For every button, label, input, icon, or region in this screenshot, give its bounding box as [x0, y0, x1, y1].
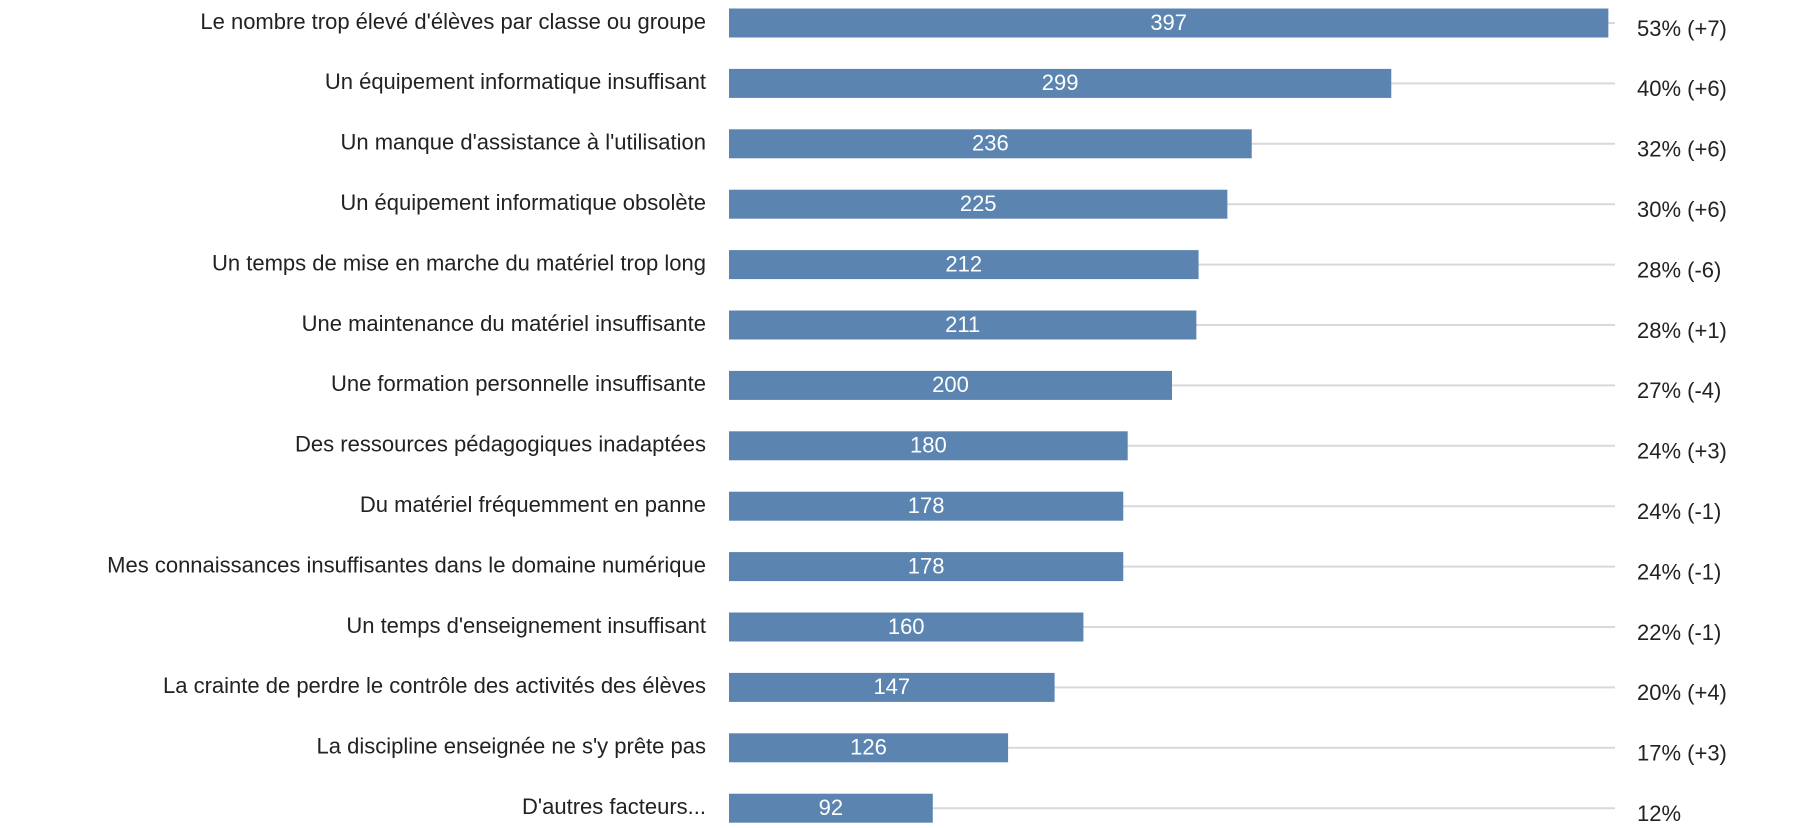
- annotation: 20% (+4): [1637, 680, 1727, 705]
- category-label: Un temps d'enseignement insuffisant: [346, 613, 706, 638]
- bar: [729, 733, 1009, 763]
- category-label: Un équipement informatique insuffisant: [325, 69, 706, 94]
- bar: [729, 129, 1252, 159]
- category-label: La discipline enseignée ne s'y prête pas: [317, 734, 706, 759]
- value-label: 299: [1042, 70, 1079, 95]
- bar: [729, 491, 1124, 521]
- value-label: 397: [1150, 10, 1187, 35]
- value-label: 200: [932, 372, 969, 397]
- annotation: 32% (+6): [1637, 137, 1727, 162]
- value-label: 160: [888, 614, 925, 639]
- value-label: 180: [910, 433, 947, 458]
- category-label: Un temps de mise en marche du matériel t…: [212, 250, 706, 275]
- category-label: Des ressources pédagogiques inadaptées: [295, 432, 706, 457]
- annotation: 27% (-4): [1637, 378, 1721, 403]
- value-label: 126: [850, 735, 887, 760]
- annotation: 22% (-1): [1637, 620, 1721, 645]
- annotation: 28% (-6): [1637, 257, 1721, 282]
- value-label: 92: [819, 795, 843, 820]
- annotation: 24% (-1): [1637, 559, 1721, 584]
- bar: [729, 612, 1084, 642]
- value-label: 178: [908, 493, 945, 518]
- category-label: Un manque d'assistance à l'utilisation: [341, 130, 707, 155]
- value-label: 178: [908, 553, 945, 578]
- category-label: La crainte de perdre le contrôle des act…: [163, 673, 706, 698]
- bar: [729, 552, 1124, 582]
- value-label: 236: [972, 131, 1009, 156]
- annotation: 53% (+7): [1637, 16, 1727, 41]
- annotation: 30% (+6): [1637, 197, 1727, 222]
- bar: [729, 431, 1128, 461]
- value-label: 225: [960, 191, 997, 216]
- annotation: 40% (+6): [1637, 76, 1727, 101]
- category-label: Mes connaissances insuffisantes dans le …: [107, 552, 706, 577]
- bar: [729, 8, 1609, 38]
- bar: [729, 250, 1199, 280]
- annotation: 17% (+3): [1637, 741, 1727, 766]
- value-label: 212: [945, 251, 982, 276]
- value-label: 147: [873, 674, 910, 699]
- category-label: Une formation personnelle insuffisante: [331, 371, 706, 396]
- bar: [729, 68, 1392, 98]
- annotation: 24% (+3): [1637, 439, 1727, 464]
- annotation: 24% (-1): [1637, 499, 1721, 524]
- value-label: 211: [945, 312, 980, 337]
- bar: [729, 370, 1172, 400]
- category-label: Le nombre trop élevé d'élèves par classe…: [200, 9, 706, 34]
- bar: [729, 310, 1197, 340]
- category-label: Du matériel fréquemment en panne: [360, 492, 706, 517]
- category-label: Une maintenance du matériel insuffisante: [302, 311, 706, 336]
- category-label: Un équipement informatique obsolète: [340, 190, 706, 215]
- annotation: 12%: [1637, 801, 1681, 823]
- annotation: 28% (+1): [1637, 318, 1727, 343]
- bar: [729, 672, 1055, 702]
- category-label: D'autres facteurs...: [522, 794, 706, 819]
- bar: [729, 189, 1228, 219]
- bar: [729, 793, 933, 823]
